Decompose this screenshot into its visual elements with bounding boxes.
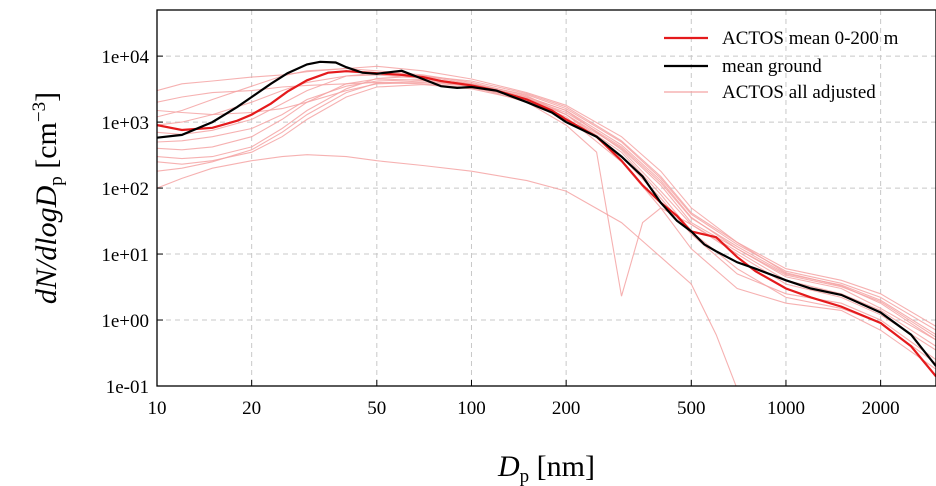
series-actos-all-adjusted-line [157,72,936,351]
series-actos-all-adjusted-line [157,84,936,370]
series-actos-all-adjusted-line [157,79,936,331]
legend: ACTOS mean 0-200 m mean ground ACTOS all… [664,28,899,103]
y-tick-label: 1e+00 [101,311,149,332]
x-tick-label: 100 [457,398,486,419]
x-axis-title: Dp [nm] [497,450,595,486]
series-mean-ground-line [157,60,936,367]
y-tick-label: 1e-01 [106,377,149,398]
series-actos-all-adjusted-line [157,81,936,336]
x-tick-label: 50 [367,398,386,419]
legend-label-actos-mean: ACTOS mean 0-200 m [722,28,899,49]
y-tick-label: 1e+03 [101,113,149,134]
series-actos-all-adjusted-line [157,75,936,341]
series-actos-mean-line [157,70,936,378]
x-tick-label: 2000 [862,398,900,419]
y-tick-label: 1e+02 [101,179,149,200]
axis-ticks: 10 20 50 100 200 500 1000 2000 1e-01 1e+00 1e+01 1e… [101,47,899,419]
grid [157,10,936,386]
y-tick-label: 1e+04 [101,47,149,68]
y-axis-title-unit-end: ] [30,92,63,102]
series-actos-all-adjusted-line [157,81,936,347]
y-axis-title: dN/dlogDp [cm−3] [29,92,67,304]
plot-series [157,60,936,386]
x-tick-label: 20 [242,398,261,419]
y-axis-title-main: dN/dlogD [30,185,63,304]
y-tick-label: 1e+01 [101,245,149,266]
legend-label-actos-all: ACTOS all adjusted [722,82,876,103]
plot-frame [156,9,936,387]
series-actos-all-adjusted-line [157,154,737,386]
x-axis-title-main: D [497,450,520,483]
series-actos-all-adjusted-line [157,65,936,327]
series-actos-all-adjusted-line [157,78,936,361]
y-axis-title-subscript: p [46,176,67,186]
x-axis-title-subscript: p [520,466,530,486]
x-axis-title-unit: [nm] [529,450,595,483]
series-actos-all-adjusted-line [157,80,936,364]
x-tick-label: 10 [148,398,167,419]
y-axis-title-superscript: −3 [29,102,50,122]
legend-label-mean-ground: mean ground [722,56,822,77]
x-tick-label: 200 [552,398,581,419]
x-tick-label: 1000 [767,398,805,419]
x-tick-label: 500 [677,398,706,419]
y-axis-title-unit: [cm [30,122,63,176]
